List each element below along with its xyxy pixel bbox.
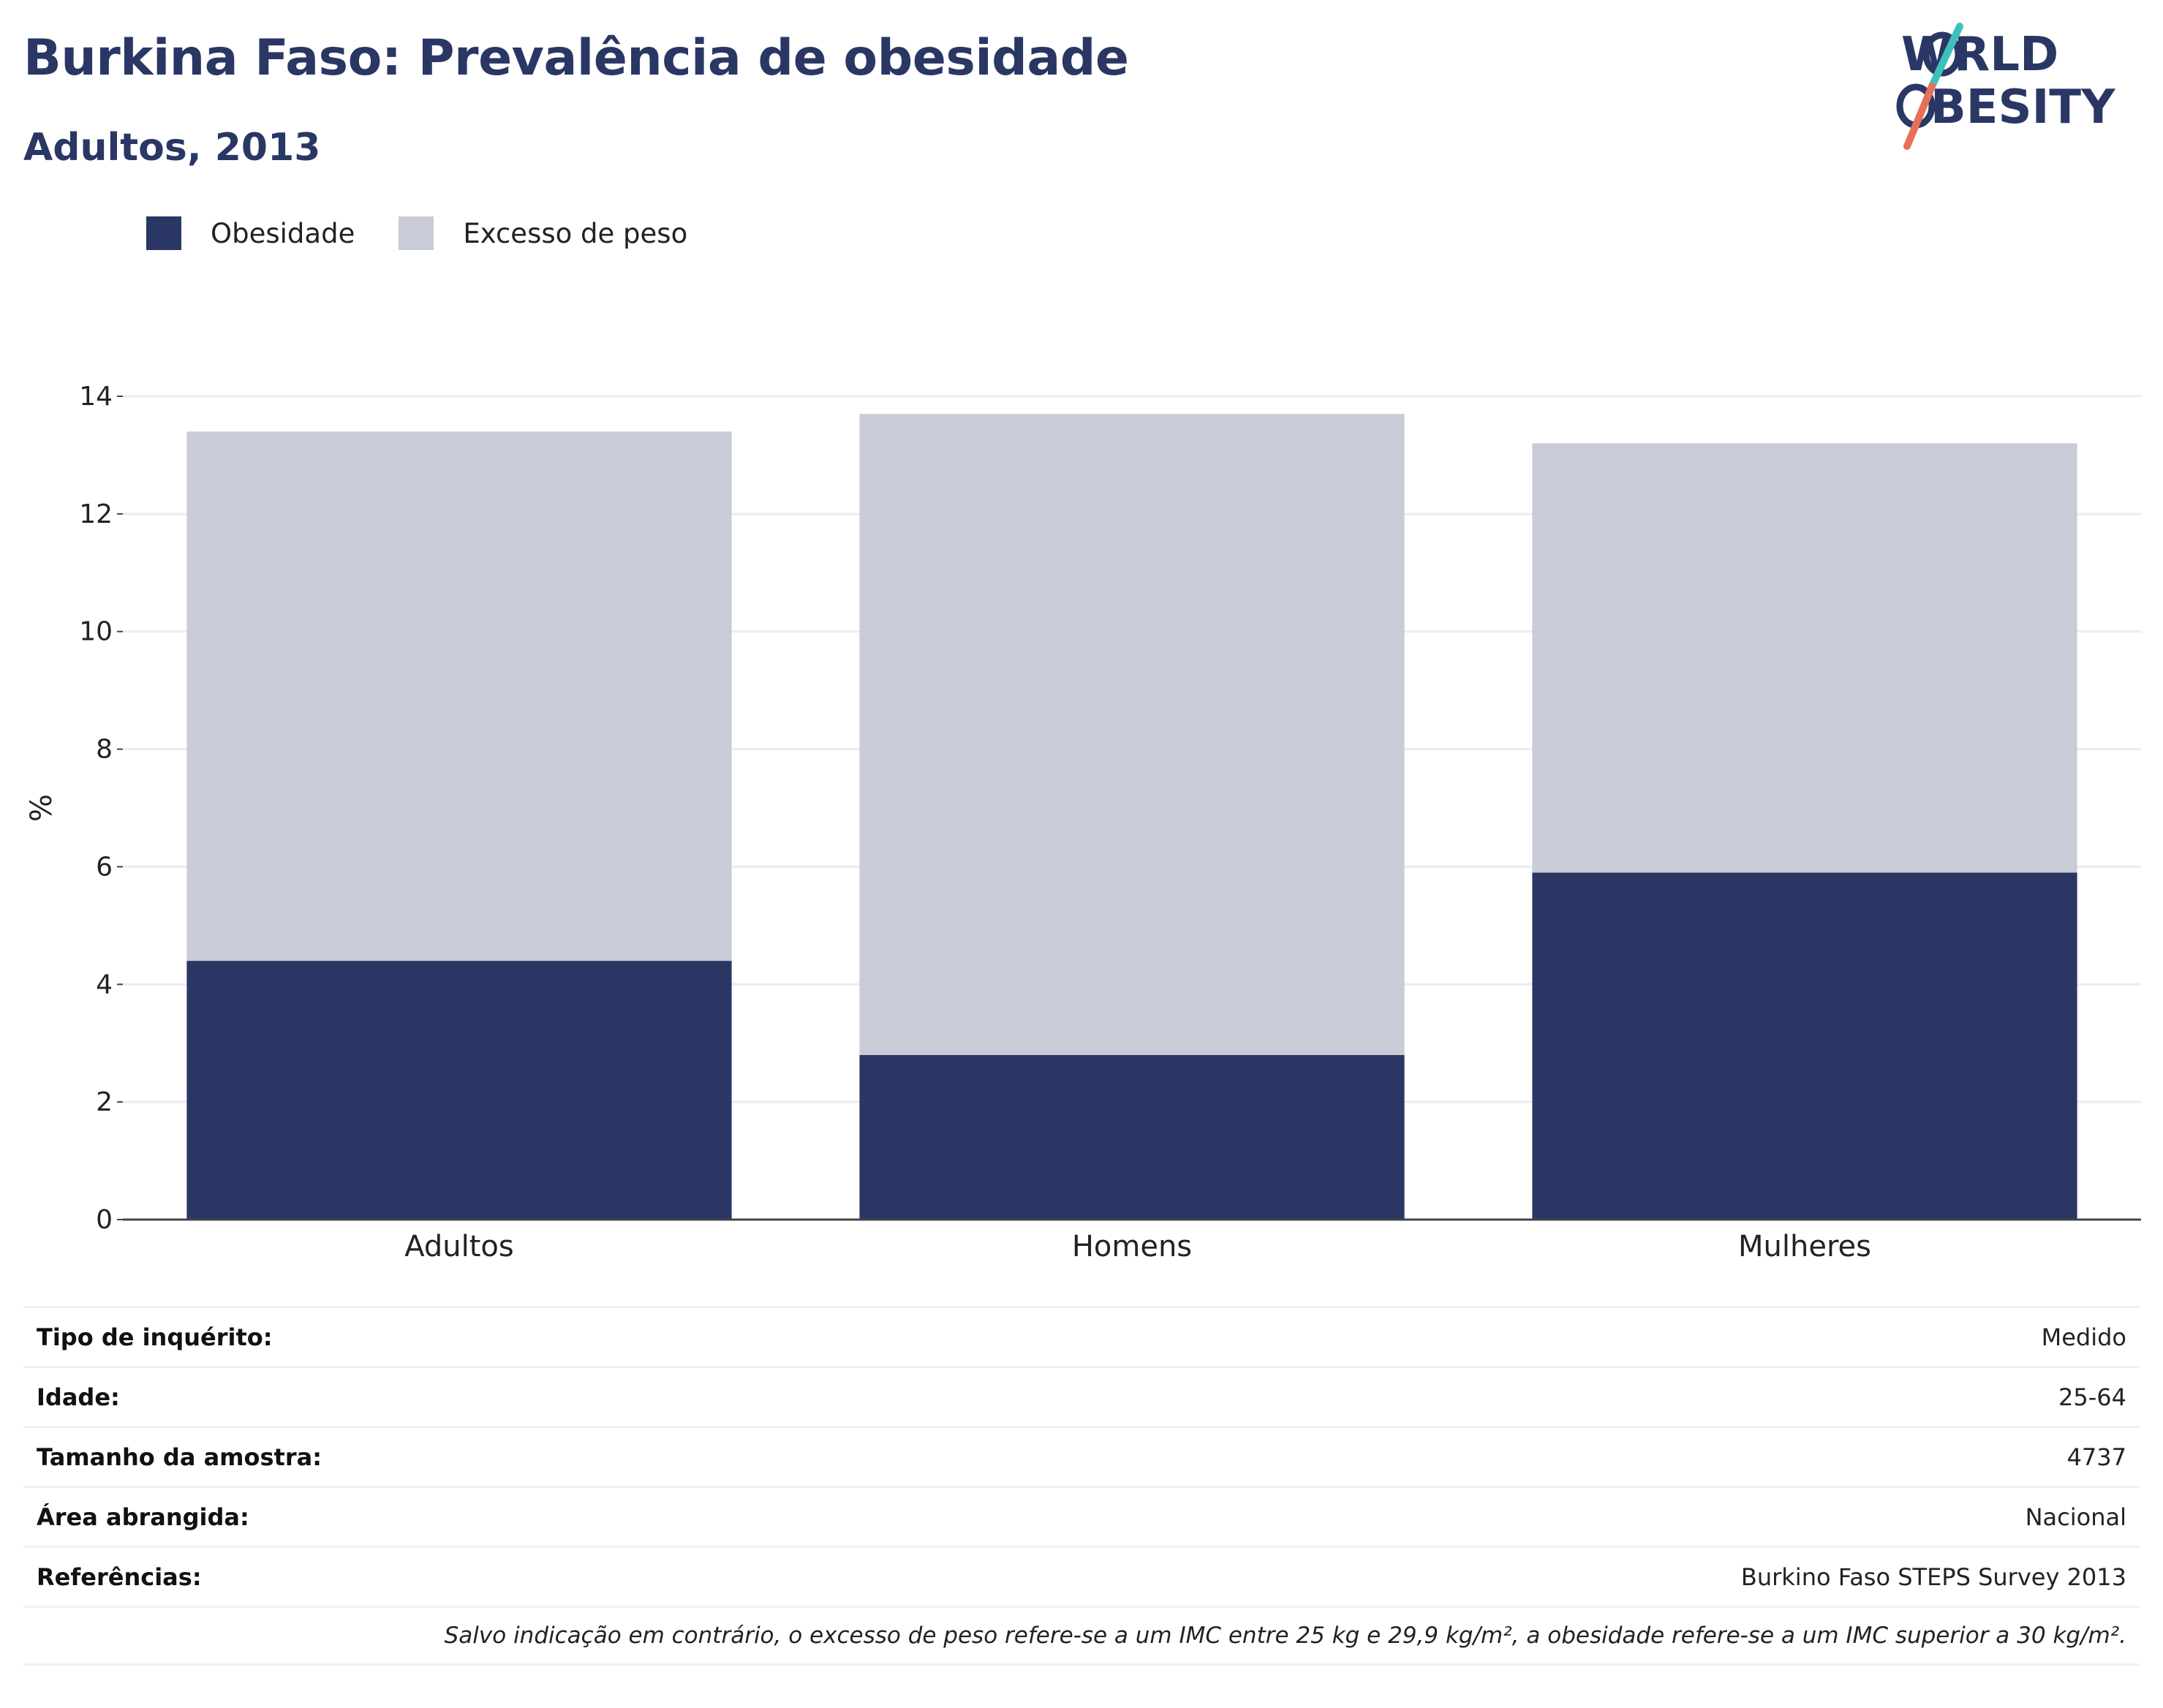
legend-item-excesso-de-peso[interactable]: Excesso de peso	[399, 216, 687, 250]
chart-legend: Obesidade Excesso de peso	[146, 216, 731, 250]
info-value: Medido	[2041, 1323, 2126, 1351]
y-tick-label: 14	[79, 382, 113, 412]
info-key: Área abrangida:	[37, 1503, 249, 1531]
legend-label-obesidade: Obesidade	[211, 217, 355, 249]
bar-excesso-de-peso-homens	[859, 414, 1405, 1055]
info-key: Referências:	[37, 1562, 202, 1591]
legend-label-excesso-de-peso: Excesso de peso	[463, 217, 688, 249]
info-key: Tipo de inquérito:	[37, 1323, 273, 1351]
chart-subtitle: Adultos, 2013	[23, 126, 321, 170]
info-value: Nacional	[2025, 1503, 2126, 1531]
info-value: 4737	[2066, 1443, 2126, 1471]
y-tick-label: 10	[79, 617, 113, 647]
y-tick-label: 4	[96, 970, 113, 1000]
svg-text:BESITY: BESITY	[1930, 80, 2115, 135]
x-tick-label: Adultos	[404, 1230, 514, 1263]
info-value: 25-64	[2058, 1383, 2126, 1411]
legend-swatch-obesidade	[146, 216, 181, 250]
world-obesity-logo: W RLD BESITY	[1896, 23, 2115, 150]
bar-excesso-de-peso-mulheres	[1532, 443, 2077, 873]
x-tick-label: Homens	[1072, 1230, 1192, 1263]
info-row-referencias: Referências: Burkino Faso STEPS Survey 2…	[23, 1546, 2140, 1606]
y-tick-label: 6	[96, 852, 113, 882]
bar-obesidade-homens	[859, 1054, 1405, 1220]
y-tick-label: 12	[79, 499, 113, 529]
bar-obesidade-adultos	[186, 961, 732, 1220]
y-tick-label: 8	[96, 735, 113, 765]
bar-obesidade-mulheres	[1532, 872, 2077, 1220]
svg-text:RLD: RLD	[1954, 28, 2058, 82]
info-value: Burkino Faso STEPS Survey 2013	[1740, 1562, 2126, 1591]
legend-swatch-excesso-de-peso	[399, 216, 434, 250]
info-row-area: Área abrangida: Nacional	[23, 1486, 2140, 1546]
info-row-amostra: Tamanho da amostra: 4737	[23, 1426, 2140, 1486]
chart-title: Burkina Faso: Prevalência de obesidade	[23, 29, 1129, 87]
legend-item-obesidade[interactable]: Obesidade	[146, 216, 355, 250]
bar-excesso-de-peso-adultos	[186, 431, 732, 961]
y-tick-label: 0	[96, 1205, 113, 1235]
survey-info-table: Tipo de inquérito: Medido Idade: 25-64 T…	[23, 1306, 2140, 1666]
info-row-idade: Idade: 25-64	[23, 1366, 2140, 1426]
y-tick-label: 2	[96, 1087, 113, 1117]
info-key: Idade:	[37, 1383, 120, 1411]
info-key: Tamanho da amostra:	[37, 1443, 322, 1471]
info-row-tipo: Tipo de inquérito: Medido	[23, 1306, 2140, 1366]
footnote: Salvo indicação em contrário, o excesso …	[23, 1606, 2140, 1666]
y-axis-label: %	[25, 794, 58, 822]
x-tick-label: Mulheres	[1738, 1230, 1871, 1263]
stacked-bar-chart: 0 2 4 6 8 10 12 14% Adultos Homens Mulheres	[25, 382, 2141, 1263]
